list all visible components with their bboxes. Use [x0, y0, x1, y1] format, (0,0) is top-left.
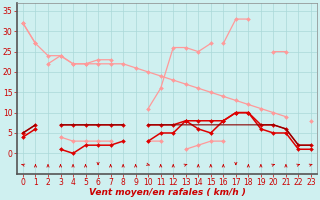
X-axis label: Vent moyen/en rafales ( km/h ): Vent moyen/en rafales ( km/h )	[89, 188, 245, 197]
